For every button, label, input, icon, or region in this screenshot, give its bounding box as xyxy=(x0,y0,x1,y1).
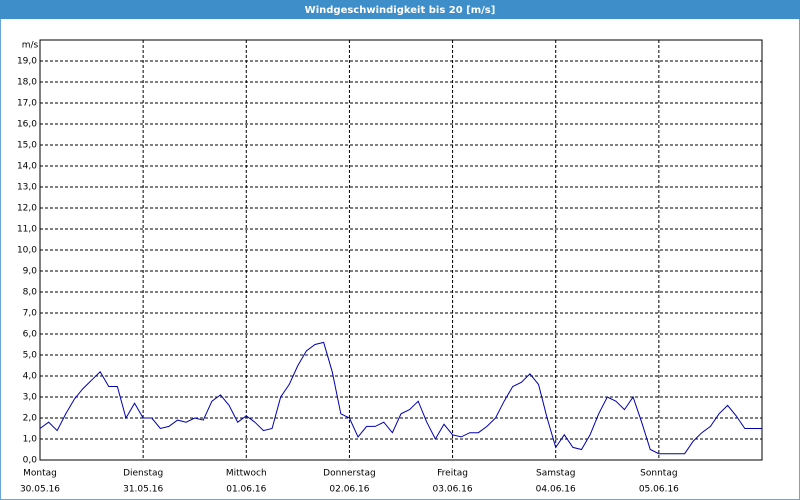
y-tick-label: 2,0 xyxy=(23,414,38,424)
y-tick-label: 15,0 xyxy=(17,141,37,151)
y-tick-label: 17,0 xyxy=(17,99,37,109)
x-tick-date: 01.06.16 xyxy=(226,485,266,495)
x-tick-date: 02.06.16 xyxy=(329,485,369,495)
x-tick-label: Donnerstag xyxy=(323,469,376,479)
y-tick-label: 6,0 xyxy=(23,330,38,340)
x-tick-label: Mittwoch xyxy=(226,469,267,479)
y-unit: m/s xyxy=(22,41,39,51)
data-line xyxy=(39,341,762,455)
y-tick-label: 11,0 xyxy=(17,225,37,235)
x-tick-date: 05.06.16 xyxy=(639,485,679,495)
y-tick-label: 10,0 xyxy=(17,246,37,256)
x-tick-label: Samstag xyxy=(536,469,575,479)
y-tick-label: 0,0 xyxy=(23,456,38,466)
x-tick-label: Freitag xyxy=(437,469,468,479)
y-tick-label: 13,0 xyxy=(17,183,37,193)
x-tick-label: Dienstag xyxy=(123,469,163,479)
y-tick-label: 16,0 xyxy=(17,120,37,130)
y-tick-label: 12,0 xyxy=(17,204,37,214)
y-tick-label: 18,0 xyxy=(17,78,37,88)
y-tick-label: 8,0 xyxy=(23,288,38,298)
y-tick-label: 7,0 xyxy=(23,309,38,319)
y-tick-label: 3,0 xyxy=(23,393,38,403)
y-tick-label: 1,0 xyxy=(23,435,38,445)
chart-title: Windgeschwindigkeit bis 20 [m/s] xyxy=(305,5,496,16)
y-tick-label: 5,0 xyxy=(23,351,38,361)
x-tick-label: Sonntag xyxy=(640,469,677,479)
y-tick-label: 19,0 xyxy=(17,57,37,67)
y-tick-label: 9,0 xyxy=(23,267,38,277)
x-tick-date: 04.06.16 xyxy=(536,485,576,495)
y-tick-label: 4,0 xyxy=(23,372,38,382)
x-tick-date: 31.05.16 xyxy=(123,485,163,495)
x-tick-date: 30.05.16 xyxy=(20,485,60,495)
y-tick-label: 14,0 xyxy=(17,162,37,172)
x-tick-date: 03.06.16 xyxy=(433,485,473,495)
title-bar xyxy=(0,0,800,19)
x-tick-label: Montag xyxy=(23,469,57,479)
